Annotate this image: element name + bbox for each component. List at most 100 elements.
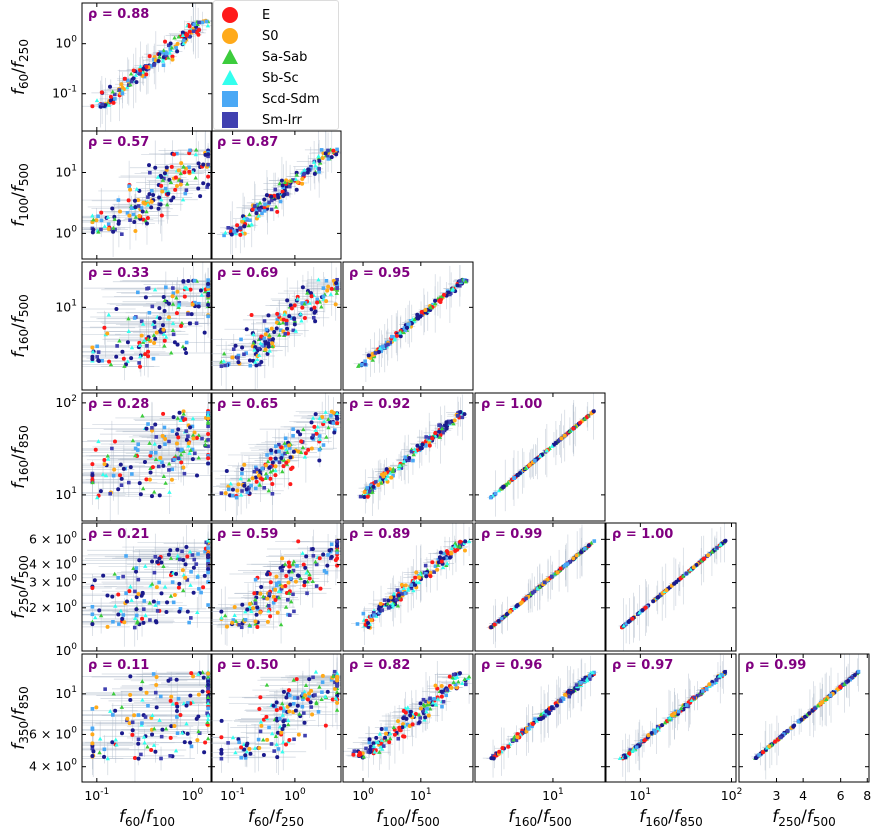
panel-r2-c2-point-105 (249, 222, 254, 227)
panel-r5-c2-point-156 (327, 548, 332, 553)
panel-r4-c1-point-52 (138, 492, 143, 497)
panel-r5-c2-point-128 (254, 612, 259, 617)
panel-r2-c2-point-21 (273, 204, 279, 209)
panel-r3-c1-point-62 (138, 364, 143, 369)
panel-r3-c2-point-168 (335, 286, 339, 291)
panel-r2-c1-point-167 (164, 165, 169, 170)
panel-r5-c1-point-100 (90, 585, 95, 590)
panel-r2-c1-point-155 (133, 205, 138, 210)
panel-r5-c1-point-167 (133, 589, 137, 594)
panel-r3-c2-point-74 (316, 277, 321, 282)
panel-r5-c3-point-49 (369, 614, 374, 619)
panel-r3-c1-point-157 (96, 358, 101, 363)
panel-r1-c1-point-162 (196, 27, 201, 32)
panel-r4-c2-point-82 (252, 469, 257, 474)
panel-r4-c1-point-61 (119, 476, 124, 481)
panel-r5-c2-point-120 (271, 601, 276, 605)
panel-r5-c2-point-145 (267, 592, 272, 596)
panel-r6-c1-point-76 (130, 728, 135, 733)
panel-r6-c1-point-27 (175, 731, 180, 736)
panel-r4-c1-point-54 (190, 457, 195, 462)
panel-r5-c1-point-48 (206, 567, 211, 572)
panel-r5-c3-point-109 (459, 541, 464, 546)
panel-r6-c1-point-8 (132, 713, 137, 718)
panel-r4-c3-point-154 (387, 470, 393, 475)
panel-r2-c2-point-7 (326, 157, 331, 161)
panel-r4-c2-point-53 (291, 433, 295, 438)
panel-r6-c1-point-129 (189, 671, 194, 676)
panel-r1-c1-point-69 (147, 54, 152, 59)
panel-r3-c1-point-71 (132, 316, 137, 320)
panel-r4-c3-point-165 (401, 458, 407, 463)
panel-r3-c1-point-156 (152, 287, 158, 292)
panel-r3-c2-point-59 (262, 319, 267, 323)
panel-r6-c1-point-74 (206, 699, 210, 703)
panel-r1-c1-point-34 (119, 82, 124, 87)
panel-r6-c1-point-54 (154, 674, 159, 679)
panel-r5-c2-point-84 (304, 554, 309, 559)
panel-r5-c3-point-139 (424, 571, 428, 576)
panel-r4-c1-point-78 (93, 447, 98, 452)
panel-r5-c2-point-5 (291, 592, 295, 597)
panel-r3-c2-point-102 (221, 358, 226, 363)
panel-r4-c1-point-151 (206, 410, 210, 415)
panel-r5-c3-point-107 (416, 580, 422, 585)
panel-r2-c1-point-135 (162, 171, 167, 176)
panel-r4-c3-point-143 (452, 418, 457, 423)
panel-r2-c2-point-109 (254, 208, 259, 212)
panel-r6-c1-point-45 (154, 683, 159, 688)
panel-r4-c3-point-106 (439, 425, 444, 429)
panel-r4-c3-point-89 (358, 494, 363, 499)
panel-r5-c1-point-77 (157, 580, 161, 585)
panel-r4-c2-point-131 (245, 490, 250, 494)
panel-r4-c2-point-84 (321, 419, 327, 424)
panel-r3-c2-point-123 (256, 347, 261, 351)
panel-r4-c3-point-84 (369, 483, 373, 488)
panel-r3-c3-point-163 (405, 325, 410, 330)
panel-r4-c3-point-56 (441, 430, 445, 435)
panel-r3-c3-points (355, 277, 469, 368)
panel-r3-c2-point-38 (254, 363, 259, 368)
panel-r5-c2-point-51 (302, 580, 307, 585)
panel-r6-c1-point-165 (90, 754, 95, 759)
panel-r5-c1-point-36 (120, 616, 125, 621)
panel-r5-c1-point-122 (90, 604, 95, 609)
panel-r2-c1-point-47 (120, 232, 124, 236)
panel-r5-c2-point-11 (314, 584, 319, 588)
panel-r2-c1-point-74 (145, 215, 150, 220)
panel-r3-c1-point-52 (115, 344, 119, 348)
panel-r3-c2-point-67 (305, 290, 310, 295)
panel-r1-c1-point-153 (197, 20, 201, 25)
panel-r5-c2-point-94 (265, 596, 270, 601)
panel-r3-c1-point-76 (161, 294, 166, 299)
panel-r5-c2-point-27 (232, 605, 237, 610)
panel-r5-c2-point-74 (282, 561, 288, 566)
panel-r5-c2-point-151 (295, 573, 300, 578)
panel-r6-c1-point-153 (173, 748, 179, 753)
panel-r3-c1-point-60 (102, 325, 107, 330)
panel-r5-c1-point-57 (93, 615, 98, 620)
panel-r3-c3-point-63 (370, 357, 375, 362)
panel-r5-c3-point-157 (406, 586, 411, 591)
panel-r6-c2: ρ = 0.50 (210, 653, 342, 783)
panel-r6-c1-point-124 (138, 686, 143, 691)
panel-r4-c2-point-32 (269, 451, 274, 455)
panel-r5-c2-point-53 (276, 589, 282, 593)
panel-r3-c1-point-115 (188, 287, 193, 292)
panel-r5-c1-point-168 (151, 599, 156, 604)
panel-r1-c1-point-118 (126, 83, 131, 87)
panel-r4-c1-point-122 (186, 434, 190, 439)
panel-r5-c1-point-82 (90, 622, 95, 627)
panel-r3-c2-point-120 (295, 296, 300, 301)
panel-r5-c1-point-66 (185, 554, 190, 559)
panel-r6-c1-point-100 (142, 740, 147, 745)
panel-r4-c1-point-164 (90, 472, 95, 477)
panel-r3-c2-point-83 (319, 304, 324, 309)
panel-r4-c2-point-124 (270, 460, 275, 465)
panel-r5-c4-point-88 (589, 540, 594, 545)
panel-r4-c1-point-117 (95, 495, 100, 500)
panel-r1-c1-point-123 (187, 24, 192, 29)
panel-r1-c1-point-110 (125, 78, 130, 83)
panel-r3-c2-point-108 (248, 363, 253, 368)
panel-r3-c3-point-169 (373, 351, 378, 355)
